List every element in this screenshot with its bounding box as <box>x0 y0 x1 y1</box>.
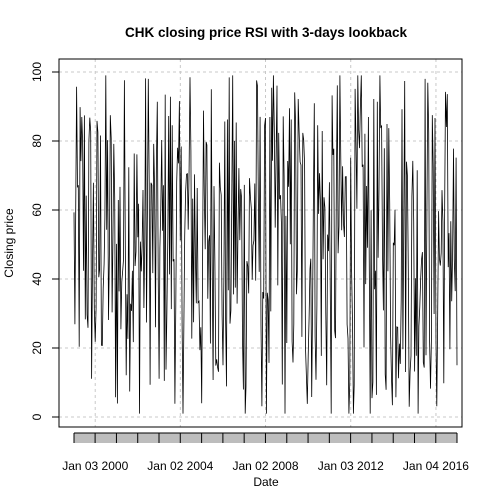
y-tick-label: 0 <box>30 413 44 420</box>
x-tick-label: Jan 04 2016 <box>403 459 469 473</box>
rsi-series-line <box>73 75 458 414</box>
y-tick-label: 60 <box>30 203 44 217</box>
y-tick-label: 40 <box>30 272 44 286</box>
y-axis: 0 20 40 60 80 100 <box>30 62 59 420</box>
chart-title: CHK closing price RSI with 3-days lookba… <box>125 25 408 40</box>
plot-frame <box>58 58 463 428</box>
y-axis-label: Closing price <box>2 208 16 278</box>
x-axis: Jan 03 2000 Jan 02 2004 Jan 02 2008 Jan 03 … <box>62 432 469 473</box>
x-tick-label: Jan 03 2012 <box>318 459 384 473</box>
y-tick-label: 80 <box>30 134 44 148</box>
y-tick-label: 20 <box>30 341 44 355</box>
y-tick-label: 100 <box>30 62 44 82</box>
x-tick-label: Jan 03 2000 <box>62 459 128 473</box>
x-axis-label: Date <box>253 475 279 489</box>
x-tick-label: Jan 02 2004 <box>147 459 213 473</box>
x-tick-label: Jan 02 2008 <box>232 459 298 473</box>
series-layer <box>73 75 458 414</box>
